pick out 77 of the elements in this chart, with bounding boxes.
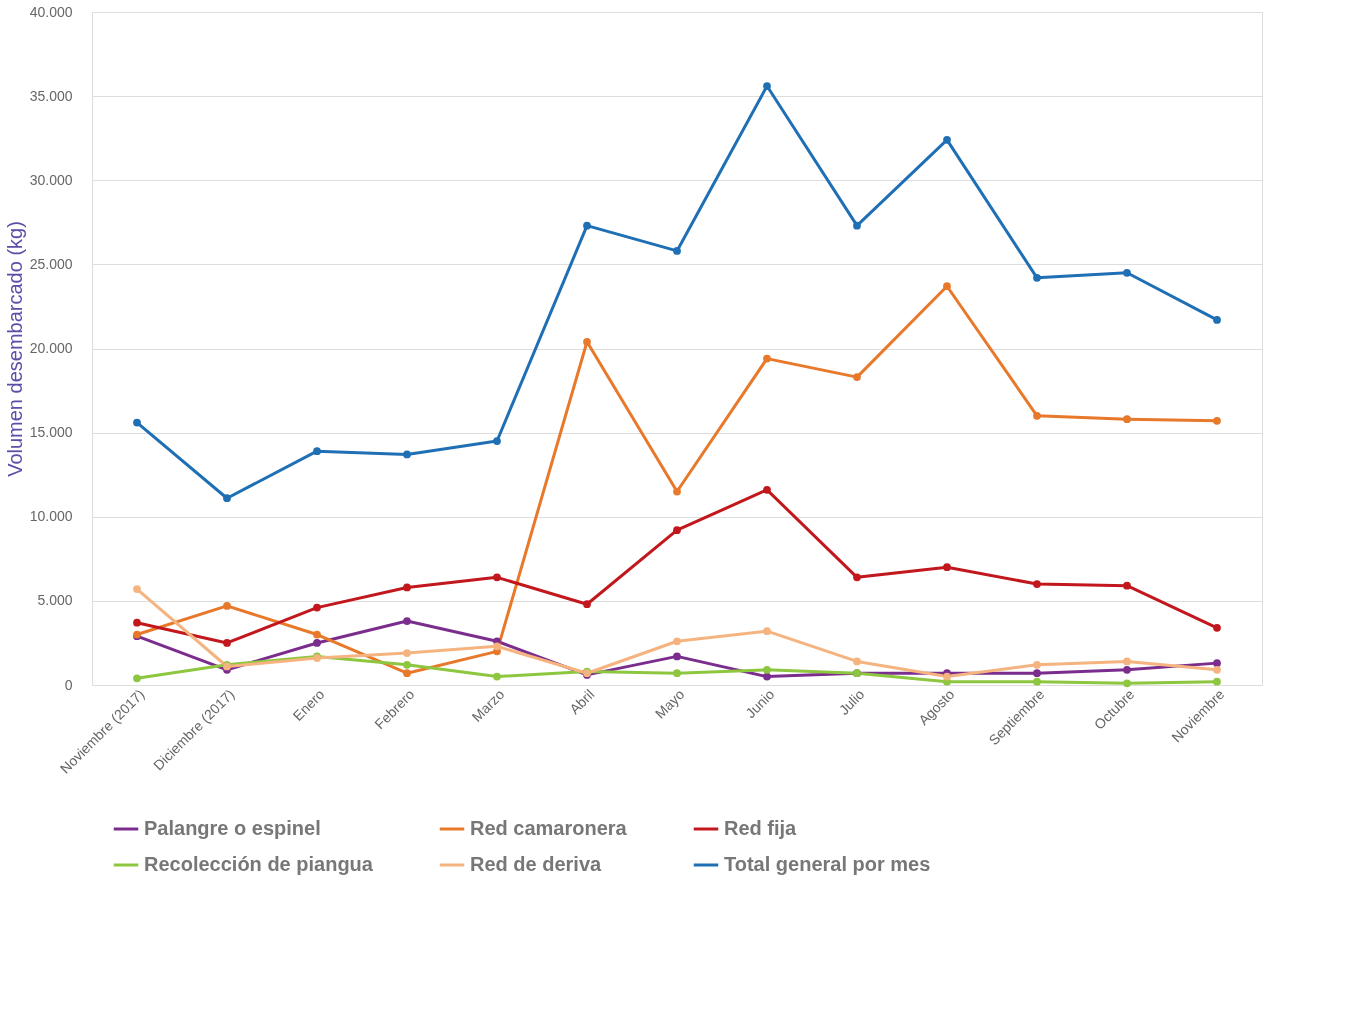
point (1123, 665, 1131, 674)
point (763, 82, 771, 90)
point (1033, 677, 1041, 686)
point (1033, 660, 1041, 669)
point (493, 573, 501, 582)
point (763, 672, 771, 681)
y-tick-label: 15.000 (29, 424, 73, 441)
point (223, 494, 231, 503)
point (223, 602, 231, 610)
legend-label: Total general por mes (724, 853, 931, 875)
y-tick-label: 35.000 (29, 87, 73, 104)
point (673, 487, 681, 496)
point (1213, 665, 1221, 674)
y-tick-label: 40.000 (29, 3, 73, 20)
point (493, 437, 501, 445)
y-tick-label: 25.000 (29, 255, 73, 272)
y-tick-label: 5.000 (37, 592, 73, 609)
point (673, 637, 681, 646)
y-tick-label: 0 (64, 676, 73, 693)
point (853, 373, 861, 381)
point (943, 563, 951, 572)
point (673, 652, 681, 661)
point (403, 649, 411, 657)
legend-label: Palangre o espinel (144, 817, 321, 839)
point (583, 337, 591, 346)
point (1033, 669, 1041, 678)
point (133, 418, 141, 427)
point (1033, 580, 1041, 588)
point (1123, 657, 1131, 666)
point (133, 674, 141, 683)
point (673, 526, 681, 535)
point (403, 669, 411, 678)
y-tick-label: 20.000 (29, 340, 73, 356)
point (1123, 679, 1131, 688)
point (673, 247, 681, 255)
point (133, 585, 141, 593)
point (403, 583, 411, 592)
point (583, 600, 591, 609)
point (1033, 411, 1041, 420)
point (853, 573, 861, 582)
point (673, 669, 681, 678)
legend-label: Recolección de piangua (144, 853, 374, 875)
y-tick-label: 10.000 (29, 508, 73, 525)
point (403, 660, 411, 669)
point (1213, 623, 1221, 632)
y-tick-label: 30.000 (29, 171, 73, 188)
point (943, 136, 951, 144)
legend-label: Red camaronera (470, 817, 628, 839)
y-axis-title: Volumen desembarcado (kg) (3, 221, 26, 477)
point (1213, 677, 1221, 686)
point (763, 665, 771, 674)
point (403, 617, 411, 625)
point (1213, 316, 1221, 324)
point (1123, 581, 1131, 590)
point (223, 639, 231, 647)
legend-label: Red de deriva (470, 853, 603, 875)
point (493, 672, 501, 681)
point (1123, 415, 1131, 424)
point (313, 630, 321, 639)
point (1033, 273, 1041, 282)
point (313, 603, 321, 612)
point (313, 639, 321, 647)
point (853, 221, 861, 230)
legend-label: Red fija (724, 817, 798, 839)
point (493, 642, 501, 651)
point (763, 354, 771, 363)
point (1213, 416, 1221, 425)
point (763, 627, 771, 636)
point (1213, 659, 1221, 667)
point (943, 282, 951, 291)
point (583, 221, 591, 230)
point (133, 618, 141, 627)
point (403, 450, 411, 459)
point (763, 485, 771, 494)
point (853, 657, 861, 666)
point (313, 447, 321, 455)
point (1123, 268, 1131, 277)
